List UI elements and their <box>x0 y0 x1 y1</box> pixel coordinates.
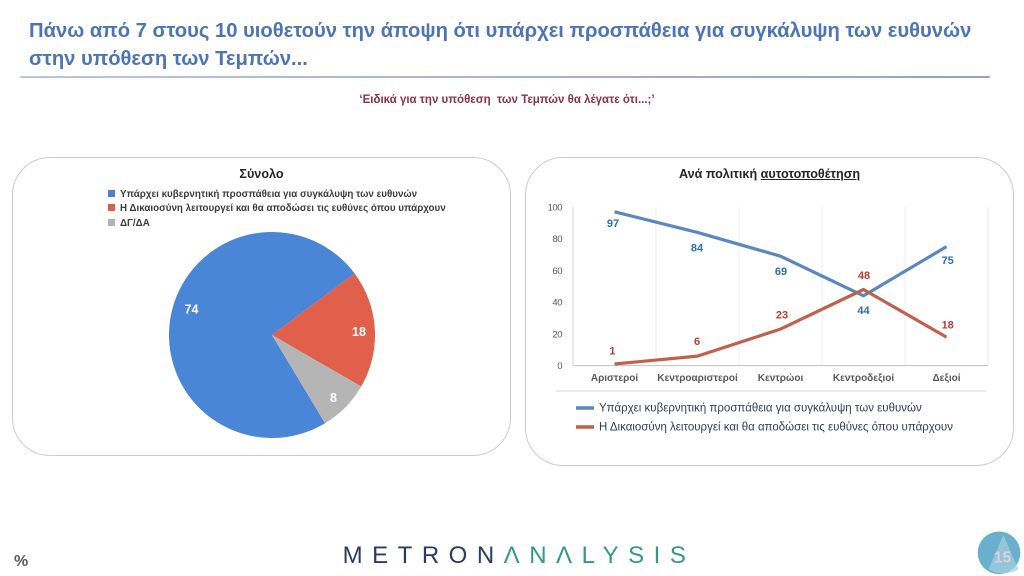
svg-text:100: 100 <box>548 202 563 213</box>
svg-text:20: 20 <box>552 329 562 340</box>
svg-text:Αριστεροί: Αριστεροί <box>591 373 639 384</box>
svg-text:8: 8 <box>330 391 337 405</box>
svg-text:75: 75 <box>942 255 954 267</box>
svg-text:15: 15 <box>994 550 1012 567</box>
svg-text:97: 97 <box>607 218 619 230</box>
svg-text:44: 44 <box>857 305 870 317</box>
svg-text:Η Δικαιοσύνη λειτουργεί και θα: Η Δικαιοσύνη λειτουργεί και θα αποδώσει … <box>599 422 953 434</box>
svg-text:0: 0 <box>557 361 562 372</box>
svg-text:84: 84 <box>691 243 704 255</box>
svg-text:Κεντροαριστεροί: Κεντροαριστεροί <box>657 373 738 384</box>
svg-text:40: 40 <box>552 298 562 309</box>
svg-text:18: 18 <box>942 320 954 332</box>
svg-text:18: 18 <box>352 325 366 339</box>
svg-text:Κεντρώοι: Κεντρώοι <box>758 373 804 384</box>
svg-text:69: 69 <box>775 266 787 278</box>
svg-text:6: 6 <box>694 336 700 348</box>
svg-text:1: 1 <box>609 346 615 358</box>
svg-text:80: 80 <box>552 234 562 245</box>
svg-text:60: 60 <box>552 266 562 277</box>
svg-text:74: 74 <box>185 303 199 317</box>
svg-text:48: 48 <box>858 270 870 282</box>
svg-text:Δεξιοί: Δεξιοί <box>932 373 960 384</box>
svg-text:Υπάρχει κυβερνητική προσπάθεια: Υπάρχει κυβερνητική προσπάθεια για συγκά… <box>599 403 922 415</box>
svg-text:23: 23 <box>776 310 788 322</box>
svg-text:Κεντροδεξιοί: Κεντροδεξιοί <box>833 373 894 384</box>
